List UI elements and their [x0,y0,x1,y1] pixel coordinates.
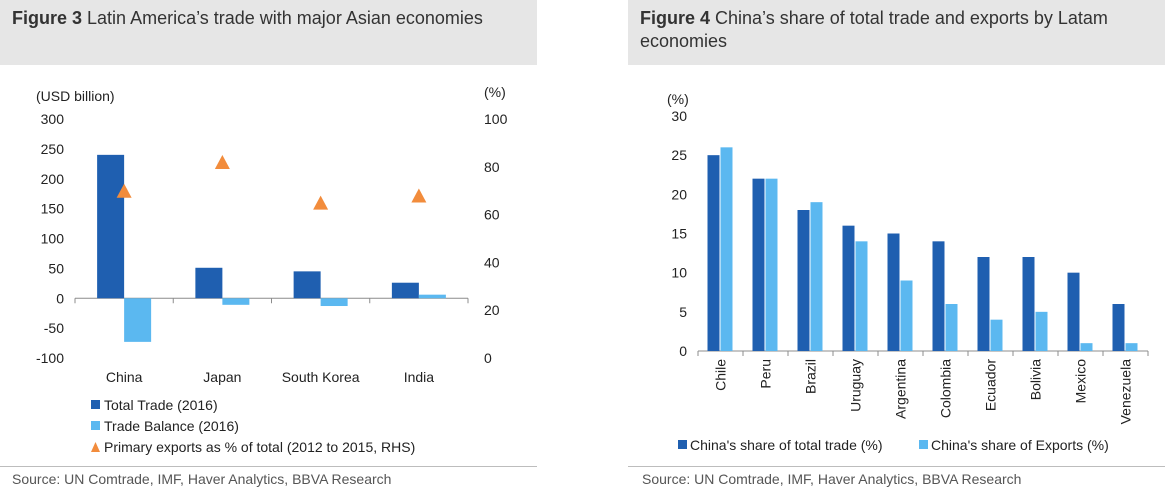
y-tick-label: 300 [41,111,65,127]
bar-total-trade [195,267,223,299]
bar-total-trade-share [707,155,720,351]
y-tick-label: 25 [671,147,687,163]
primary-exports-marker [411,188,427,203]
bar-trade-balance [222,298,250,305]
figure-4-title: China’s share of total trade and exports… [640,8,1108,51]
primary-exports-marker [116,183,132,198]
figure-3-source-rule [0,466,537,467]
y-tick-label: 10 [671,265,687,281]
bar-exports-share [810,202,823,351]
bar-exports-share [945,304,958,351]
bar-total-trade-share [752,178,765,351]
figure-4-chart: (%) 0 5 10 15 20 25 30 Chile Peru Brazil Uruguay Arg… [667,91,1149,453]
figure-4-panel: Figure 4 China’s share of total trade an… [628,0,1165,491]
bar-total-trade-share [932,241,945,351]
legend-swatch [91,421,100,430]
bar-total-trade-share [797,210,810,351]
bar-trade-balance [320,298,348,307]
bar-total-trade-share [1112,304,1125,351]
figure-3-chart: (USD billion) (%)-100-5005010015020025030… [36,84,508,455]
bar-trade-balance [124,298,152,342]
y-tick-label: 250 [41,141,65,157]
legend-swatch [91,442,100,452]
y2-tick-label: 0 [484,350,492,366]
legend-label: China's share of Exports (%) [931,437,1109,453]
bar-exports-share [720,147,733,351]
x-tick-label: South Korea [282,369,360,385]
bar-total-trade [391,282,419,299]
figure-3-title: Latin America’s trade with major Asian e… [87,8,483,28]
y-tick-label: -100 [36,350,64,366]
y-tick-label: 150 [41,201,65,217]
bar-exports-share [1080,343,1093,351]
bar-total-trade [293,271,321,299]
x-tick-label: Argentina [893,359,909,419]
figure-4-label: Figure 4 [640,8,711,28]
y2-tick-label: 60 [484,207,500,223]
legend-swatch [678,440,687,449]
x-tick-label: Bolivia [1028,359,1044,400]
bar-total-trade-share [887,233,900,351]
y-tick-label: 5 [679,304,687,320]
x-tick-label: Japan [203,369,241,385]
figure-3-panel: Figure 3 Latin America’s trade with majo… [0,0,537,491]
y-tick-label: 100 [41,231,65,247]
x-tick-label: Brazil [803,359,819,394]
x-tick-label: Uruguay [848,359,864,412]
legend-swatch [91,400,100,409]
bar-total-trade-share [842,225,855,351]
x-tick-label: Peru [758,359,774,389]
bar-exports-share [1125,343,1138,351]
y-axis-label: (%) [667,91,689,107]
x-tick-label: Colombia [938,359,954,418]
legend-label: China's share of total trade (%) [690,437,883,453]
bar-exports-share [765,178,778,351]
legend-swatch [919,440,928,449]
bar-exports-share [990,319,1003,351]
y-tick-label: 200 [41,171,65,187]
bar-exports-share [900,280,913,351]
x-tick-label: India [404,369,435,385]
y-tick-label: 50 [48,260,64,276]
x-tick-label: Chile [713,359,729,391]
figure-3-source: Source: UN Comtrade, IMF, Haver Analytic… [12,471,392,487]
x-tick-label: Mexico [1073,359,1089,404]
bar-total-trade-share [977,257,990,351]
legend-label: Trade Balance (2016) [104,418,239,434]
bar-total-trade-share [1067,272,1080,351]
y-tick-label: 20 [671,186,687,202]
y2-tick-label: 40 [484,254,500,270]
y-tick-label: 0 [679,343,687,359]
y-tick-label: 15 [671,226,687,242]
y-tick-label: -50 [44,320,64,336]
bar-total-trade-share [1022,257,1035,351]
y2-tick-label: 20 [484,302,500,318]
y2-tick-label: 100 [484,111,508,127]
primary-exports-marker [313,195,329,210]
figure-3-title-box: Figure 3 Latin America’s trade with majo… [0,0,537,65]
y-tick-label: 30 [671,108,687,124]
figure-4-source-rule [628,466,1165,467]
y2-tick-label: 80 [484,159,500,175]
bar-trade-balance [418,294,446,299]
figure-4-title-box: Figure 4 China’s share of total trade an… [628,0,1165,65]
legend-label: Primary exports as % of total (2012 to 2… [104,439,415,455]
primary-exports-marker [214,155,230,170]
figure-3-label: Figure 3 [12,8,83,28]
left-axis-label: (USD billion) [36,88,115,104]
bar-exports-share [855,241,868,351]
bar-exports-share [1035,311,1048,351]
x-tick-label: China [106,369,143,385]
right-axis-label: (%) [484,84,506,100]
bar-total-trade [97,154,125,299]
y-tick-label: 0 [56,290,64,306]
x-tick-label: Ecuador [983,359,999,411]
x-tick-label: Venezuela [1118,359,1134,425]
legend-label: Total Trade (2016) [104,397,218,413]
figure-4-source: Source: UN Comtrade, IMF, Haver Analytic… [642,471,1022,487]
